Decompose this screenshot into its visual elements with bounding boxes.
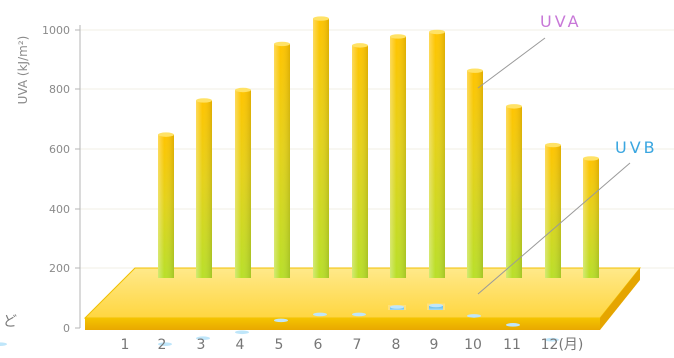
uvb-bar <box>158 342 172 346</box>
x-tick-label: 4 <box>236 337 245 353</box>
x-tick-label: 7 <box>353 337 362 353</box>
x-tick-label: 6 <box>314 337 323 353</box>
uvb-bar-top <box>352 312 366 317</box>
uva-bar-shade <box>583 158 599 278</box>
uva-bar-shade <box>545 145 561 278</box>
y-tick-label: 600 <box>49 143 70 156</box>
uvb-bar-top <box>467 314 481 318</box>
uvb-bar <box>545 337 559 342</box>
x-tick-label: 5 <box>275 337 284 353</box>
y-axis-label: UVA (kJ/m²) <box>16 36 30 105</box>
x-tick-label: 12(月) <box>541 337 584 353</box>
uva-bar-top <box>506 104 522 109</box>
uvb-bars <box>0 303 559 346</box>
uva-annotation: UVA <box>540 12 582 31</box>
uvb-bar-top <box>429 303 443 308</box>
uva-bar-top <box>158 132 174 137</box>
uva-bar <box>235 87 251 278</box>
uva-bar <box>545 142 561 278</box>
uva-bar-top <box>196 98 212 103</box>
uva-bar <box>390 34 406 279</box>
uva-bar-top <box>545 142 561 148</box>
y-axis: 1000 800 600 400 200 0 UVA (kJ/m²) <box>16 24 81 335</box>
uva-bar <box>158 132 174 278</box>
uva-bar-shade <box>506 106 522 278</box>
uva-bar-top <box>467 68 483 73</box>
x-tick-label: 9 <box>430 337 439 353</box>
uvb-bar-top <box>506 323 520 327</box>
uva-bar-shade <box>196 100 212 278</box>
uva-bars <box>158 16 599 279</box>
uvb-bar <box>352 312 366 317</box>
floor-side <box>600 268 640 330</box>
uva-bar-shade <box>390 36 406 279</box>
uvb-bar-body <box>429 305 443 310</box>
uvb-bar <box>467 314 481 318</box>
uvb-bar-top <box>0 342 7 346</box>
side-text-fragment: ど <box>3 314 17 330</box>
x-tick-label: 10 <box>464 337 482 353</box>
uva-bar-top <box>429 29 445 35</box>
uvb-bar <box>388 304 406 310</box>
uvb-bar <box>235 330 249 335</box>
x-tick-label: 8 <box>392 337 401 353</box>
x-axis: 1 2 3 4 5 6 7 8 9 10 11 12(月) <box>121 337 584 353</box>
x-tick-label: 11 <box>503 337 521 353</box>
uvb-bar <box>506 323 520 327</box>
uva-bar <box>506 104 522 278</box>
uva-bar <box>196 98 212 278</box>
uva-bar <box>352 43 368 278</box>
uvb-bar <box>313 312 327 317</box>
uva-bar-shade <box>274 43 290 279</box>
uva-bar-top <box>390 34 406 39</box>
uvb-annotation: UVB <box>615 138 658 157</box>
uva-bar-top <box>583 156 599 161</box>
uvb-bar-top <box>390 305 404 309</box>
uva-bar <box>429 29 445 278</box>
uvb-bar-top <box>545 337 559 342</box>
y-tick-label: 1000 <box>42 24 70 37</box>
x-tick-label: 1 <box>121 337 130 353</box>
y-tick-label: 200 <box>49 262 70 275</box>
uva-bar-shade <box>158 134 174 278</box>
uva-bar-shade <box>235 90 251 278</box>
uva-bar <box>583 156 599 278</box>
uvb-bar-top <box>158 342 172 346</box>
uva-leader-line <box>477 37 546 89</box>
y-tick-label: 400 <box>49 203 70 216</box>
uvb-bar <box>274 318 288 323</box>
uvb-bar-top <box>274 318 288 323</box>
x-tick-label: 3 <box>197 337 206 353</box>
uvb-leader-line <box>477 162 631 295</box>
uvb-bar <box>196 336 210 341</box>
uvb-bar-top <box>196 336 210 341</box>
uva-bar-top <box>235 87 251 93</box>
floor-front <box>85 318 600 330</box>
uva-bar-shade <box>467 70 483 278</box>
uva-bar <box>313 16 329 278</box>
x-tick-label: 2 <box>158 337 167 353</box>
uva-bar-shade <box>313 18 329 278</box>
uva-bar-top <box>313 16 329 21</box>
uva-bar-top <box>274 41 290 47</box>
y-tick-label: 800 <box>49 83 70 96</box>
uva-bar <box>274 41 290 279</box>
uva-bar-shade <box>352 45 368 278</box>
uvb-bar-top <box>235 330 249 335</box>
y-tick-label: 0 <box>63 322 70 335</box>
uvb-bar <box>427 303 445 310</box>
uvb-bar-top <box>313 312 327 317</box>
uva-bar <box>467 68 483 278</box>
uva-bar-top <box>352 43 368 48</box>
uvb-bar <box>0 342 7 346</box>
uva-bar-shade <box>429 31 445 278</box>
